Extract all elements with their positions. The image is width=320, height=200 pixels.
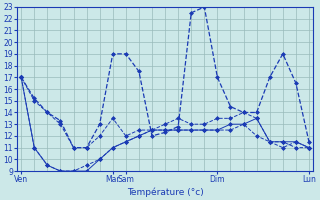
X-axis label: Température (°c): Température (°c) [127,187,204,197]
